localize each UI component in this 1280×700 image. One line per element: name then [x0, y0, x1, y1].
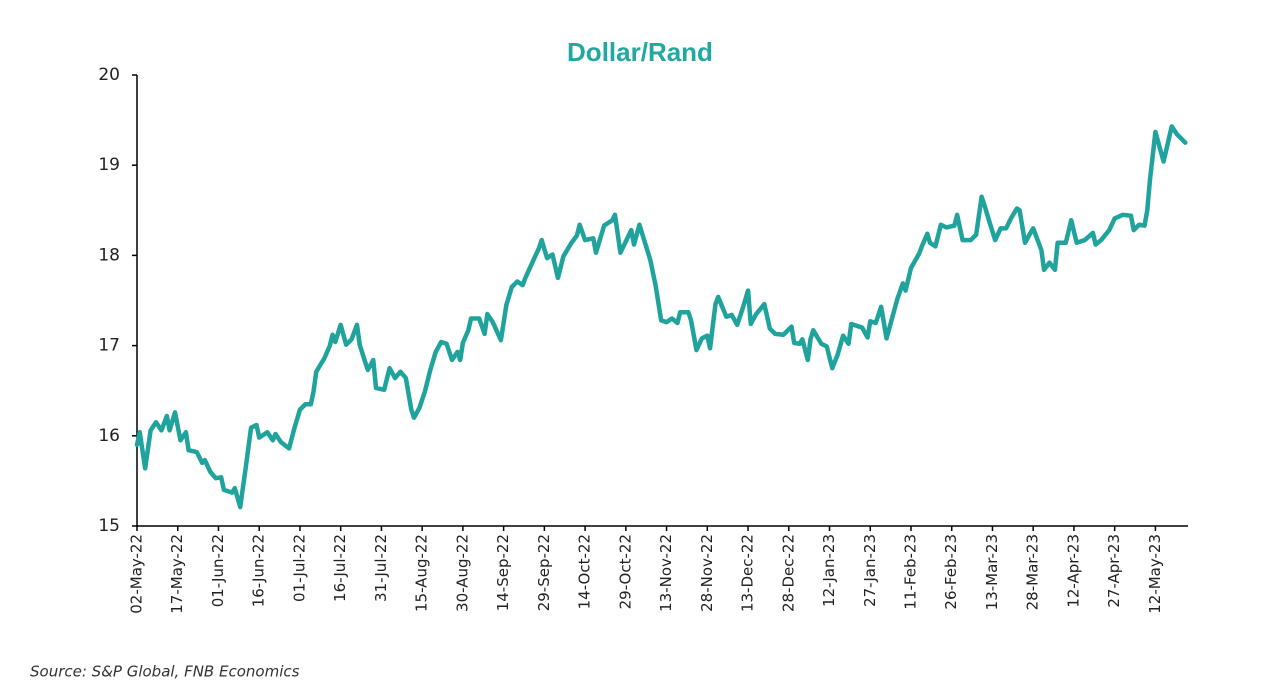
x-tick-label: 31-Jul-22 [372, 534, 390, 602]
x-tick-label: 01-Jun-22 [209, 534, 227, 607]
x-tick-label: 27-Jan-23 [861, 534, 879, 607]
source-note: Source: S&P Global, FNB Economics [30, 663, 300, 681]
x-tick-label: 28-Mar-23 [1024, 534, 1042, 610]
x-tick-label: 11-Feb-23 [901, 534, 919, 610]
x-tick-label: 01-Jul-22 [290, 534, 308, 602]
x-tick-label: 16-Jun-22 [250, 534, 268, 607]
y-tick-label: 18 [98, 245, 120, 265]
x-tick-label: 14-Sep-22 [494, 534, 512, 611]
x-tick-label: 30-Aug-22 [453, 534, 471, 612]
x-tick-label: 17-May-22 [168, 534, 186, 614]
x-tick-label: 13-Dec-22 [739, 534, 757, 612]
chart-title: Dollar/Rand [567, 37, 713, 67]
x-tick-label: 28-Nov-22 [698, 534, 716, 612]
x-tick-label: 26-Feb-23 [942, 534, 960, 610]
x-tick-label: 27-Apr-23 [1105, 534, 1123, 608]
x-tick-label: 16-Jul-22 [331, 534, 349, 602]
x-tick-label: 29-Oct-22 [616, 534, 634, 609]
x-tick-label: 13-Mar-23 [983, 534, 1001, 610]
x-tick-label: 15-Aug-22 [413, 534, 431, 612]
y-tick-label: 19 [98, 155, 120, 175]
x-tick-label: 13-Nov-22 [657, 534, 675, 612]
x-tick-label: 12-May-23 [1146, 534, 1164, 614]
y-tick-label: 20 [98, 65, 120, 85]
y-tick-label: 16 [98, 426, 120, 446]
x-tick-label: 12-Jan-23 [820, 534, 838, 607]
y-tick-label: 15 [98, 516, 120, 536]
x-tick-label: 29-Sep-22 [535, 534, 553, 611]
x-tick-label: 12-Apr-23 [1064, 534, 1082, 608]
x-tick-label: 14-Oct-22 [576, 534, 594, 609]
y-tick-label: 17 [98, 336, 120, 356]
x-tick-label: 02-May-22 [128, 534, 146, 614]
price-line [134, 124, 1188, 510]
x-tick-label: 28-Dec-22 [779, 534, 797, 612]
